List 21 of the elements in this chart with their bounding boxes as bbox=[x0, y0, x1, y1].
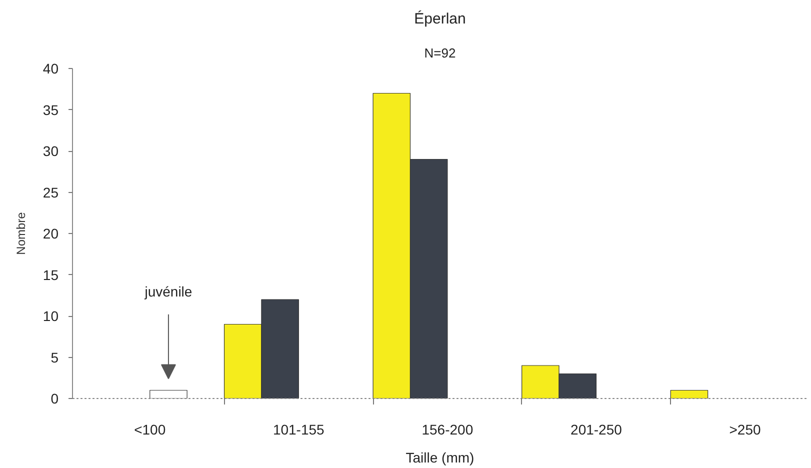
y-tick-label: 5 bbox=[50, 349, 59, 366]
y-tick-label: 35 bbox=[42, 102, 59, 118]
chart-subtitle: N=92 bbox=[424, 46, 456, 60]
y-tick-label: 25 bbox=[42, 184, 59, 200]
bar bbox=[150, 390, 188, 398]
y-tick-label: 30 bbox=[42, 143, 59, 159]
x-axis-title: Taille (mm) bbox=[406, 450, 474, 466]
chart-title: Éperlan bbox=[414, 10, 466, 28]
x-tick-label: 156-200 bbox=[422, 422, 474, 438]
y-tick-label: 40 bbox=[42, 60, 59, 76]
x-tick-label: 201-250 bbox=[570, 422, 622, 438]
y-tick-label: 15 bbox=[42, 266, 59, 283]
y-tick-label: 10 bbox=[42, 308, 59, 324]
x-tick-label: 101-155 bbox=[272, 422, 325, 438]
y-axis-title: Nombre bbox=[14, 212, 28, 255]
y-tick-label: 0 bbox=[50, 390, 59, 406]
annotation: juvénile bbox=[144, 284, 192, 300]
y-tick-label: 20 bbox=[42, 226, 59, 242]
x-tick-label: >250 bbox=[729, 422, 761, 438]
bar bbox=[670, 390, 708, 398]
x-tick-label: <100 bbox=[134, 422, 166, 438]
